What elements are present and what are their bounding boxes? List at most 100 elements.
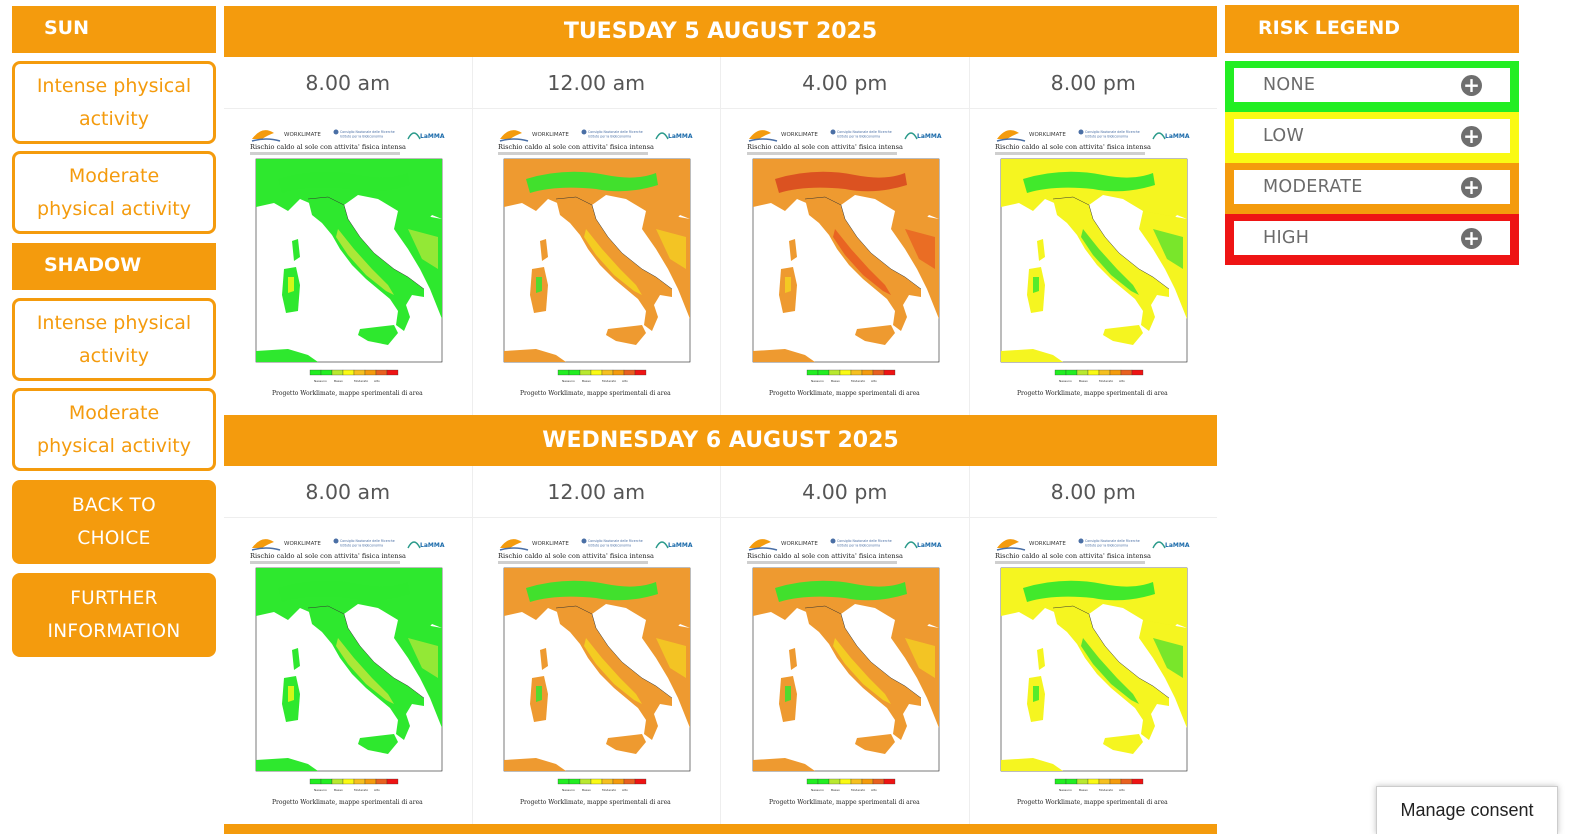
time-row: 8.00 am 12.00 am 4.00 pm 8.00 pm [224,57,1217,109]
coastline [556,605,673,699]
scale-swatch [558,778,570,785]
sidebar: SUN Intense physical activity Moderate p… [12,6,216,657]
scale-swatch [1099,369,1111,376]
scale-swatch [1077,369,1089,376]
risk-map[interactable]: WORKLIMATE Consiglio Nazionale delle Rice… [224,518,473,824]
risk-map-image: WORKLIMATE Consiglio Nazionale delle Rice… [249,129,445,397]
lamma-text: LaMMA [1165,542,1190,549]
scale-label: Basso [831,379,840,383]
partner-text: Consiglio Nazionale delle Ricerche [1085,130,1140,134]
risk-map[interactable]: WORKLIMATE Consiglio Nazionale delle Rice… [970,518,1218,824]
further-information-button[interactable]: FURTHER INFORMATION [12,573,216,657]
scale-swatch [828,778,840,785]
manage-consent-button[interactable]: Manage consent [1376,786,1558,834]
map-title: Rischio caldo al sole con attivita' fisi… [498,143,654,151]
scale-label: Nessuno [811,788,824,792]
legend-item-high[interactable]: HIGH + [1225,214,1519,265]
scale-swatch [353,778,365,785]
forecast-grid: TUESDAY 5 AUGUST 2025 8.00 am 12.00 am 4… [224,6,1217,824]
alps-region [526,580,659,602]
map-row: WORKLIMATE Consiglio Nazionale delle Rice… [224,518,1217,824]
scale-label: Nessuno [562,788,575,792]
map-title: Rischio caldo al sole con attivita' fisi… [250,143,406,151]
corsica-island [291,648,300,670]
scale-swatch [850,369,862,376]
risk-map[interactable]: WORKLIMATE Consiglio Nazionale delle Rice… [224,109,473,415]
sun-header: SUN [12,6,216,53]
corsica-island [788,648,797,670]
map-title: Rischio caldo al sole con attivita' fisi… [250,552,406,560]
sun-intense-activity-button[interactable]: Intense physical activity [12,61,216,144]
legend-item-none[interactable]: NONE + [1225,61,1519,112]
map-title: Rischio caldo al sole con attivita' fisi… [995,143,1151,151]
apennines-region [584,638,643,704]
risk-map[interactable]: WORKLIMATE Consiglio Nazionale delle Rice… [970,109,1218,415]
scale-label: Basso [1079,788,1088,792]
scale-swatch [591,369,603,376]
partner-text: Consiglio Nazionale delle Ricerche [1085,539,1140,543]
map-title: Rischio caldo al sole con attivita' fisi… [747,143,903,151]
partner2-text: Istituto per la BioEconomia [1085,135,1128,139]
sicily-island [854,734,895,754]
scale-swatch [1132,369,1144,376]
lamma-text: LaMMA [917,133,942,140]
africa-coast [255,349,318,362]
alps-region [277,580,410,602]
legend-item-low[interactable]: LOW + [1225,112,1519,163]
wave-icon [997,138,1026,142]
shadow-intense-activity-button[interactable]: Intense physical activity [12,298,216,381]
lamma-text: LaMMA [420,542,445,549]
partner2-text: Istituto per la BioEconomia [837,544,880,548]
scale-swatch [872,778,884,785]
sun-moderate-activity-button[interactable]: Moderate physical activity [12,151,216,234]
back-to-choice-label: BACK TO CHOICE [72,495,156,549]
map-title: Rischio caldo al sole con attivita' fisi… [498,552,654,560]
scale-swatch [342,369,354,376]
scale-label: Nessuno [562,379,575,383]
scale-label: Nessuno [314,379,327,383]
sardinia-highlands [784,277,791,293]
apennines-region [584,229,643,295]
scale-swatch [806,369,818,376]
coastline [307,605,424,699]
scale-swatch [364,369,376,376]
balkans-highlands [407,229,438,269]
risk-map[interactable]: WORKLIMATE Consiglio Nazionale delle Rice… [473,518,721,824]
shadow-moderate-activity-button[interactable]: Moderate physical activity [12,388,216,471]
scale-swatch [364,778,376,785]
coastline [1053,605,1170,699]
plus-icon: + [1461,74,1482,96]
lamma-text: LaMMA [668,542,693,549]
scale-label: Alto [871,788,877,792]
risk-map[interactable]: WORKLIMATE Consiglio Nazionale delle Rice… [721,109,970,415]
balkans-highlands [407,638,438,678]
back-to-choice-button[interactable]: BACK TO CHOICE [12,480,216,564]
wave-icon [251,138,280,142]
scale-swatch [635,778,647,785]
cnr-logo-icon [333,538,339,544]
scale-swatch [806,778,818,785]
risk-map[interactable]: WORKLIMATE Consiglio Nazionale delle Rice… [721,518,970,824]
scale-swatch [1121,369,1133,376]
risk-map-image: WORKLIMATE Consiglio Nazionale delle Rice… [498,129,693,397]
sardinia-highlands [1033,277,1040,293]
sardinia-highlands [287,277,294,293]
scale-swatch [602,369,614,376]
cnr-logo-icon [830,129,836,135]
scale-swatch [817,369,829,376]
risk-map[interactable]: WORKLIMATE Consiglio Nazionale delle Rice… [473,109,721,415]
sardinia-highlands [784,686,791,702]
alps-region [1023,171,1156,193]
lamma-text: LaMMA [420,133,445,140]
scale-label: Moderato [354,788,368,792]
scale-swatch [872,369,884,376]
partner2-text: Istituto per la BioEconomia [340,544,383,548]
lamma-logo-icon [407,132,421,140]
lamma-logo-icon [904,132,918,140]
brand-text: WORKLIMATE [284,132,321,138]
plus-icon: + [1461,125,1482,147]
partner-text: Consiglio Nazionale delle Ricerche [837,130,892,134]
scale-swatch [1132,778,1144,785]
scale-swatch [839,369,851,376]
legend-item-moderate[interactable]: MODERATE + [1225,163,1519,214]
